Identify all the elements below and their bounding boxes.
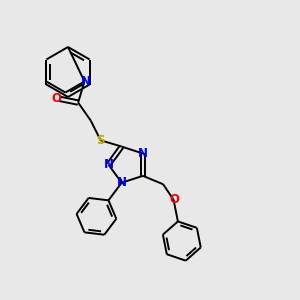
Text: N: N bbox=[103, 158, 113, 171]
Text: O: O bbox=[169, 194, 180, 206]
Text: N: N bbox=[117, 176, 127, 189]
Text: O: O bbox=[52, 92, 62, 105]
Text: S: S bbox=[96, 134, 105, 147]
Text: N: N bbox=[138, 147, 148, 160]
Text: N: N bbox=[80, 75, 91, 88]
